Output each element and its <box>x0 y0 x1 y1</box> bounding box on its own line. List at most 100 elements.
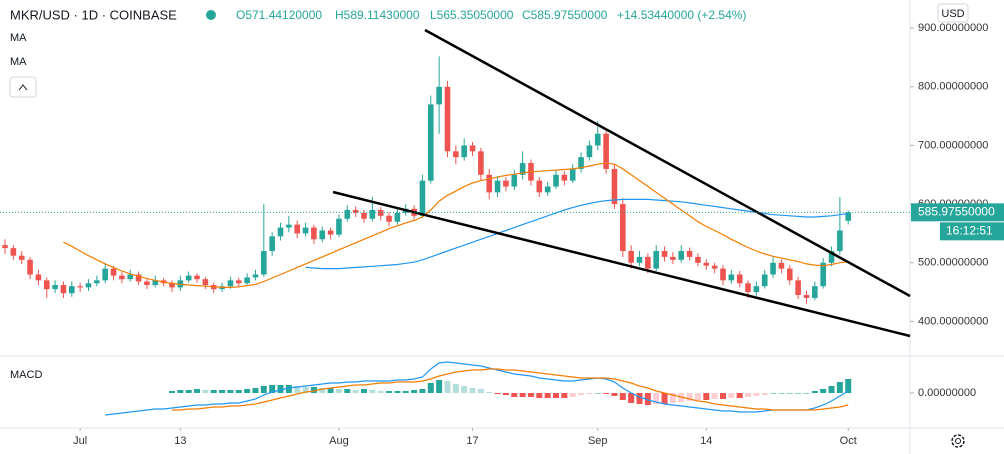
candle-body <box>519 163 526 175</box>
candle-body <box>444 86 451 152</box>
trendline-upper <box>424 28 911 298</box>
macd-histogram-bar <box>227 390 234 393</box>
macd-histogram-bar <box>269 385 276 393</box>
macd-histogram-bar <box>436 380 443 393</box>
candle-body <box>2 245 8 249</box>
candle-body <box>110 268 117 276</box>
candle-body <box>736 274 743 284</box>
x-tick-label: Sep <box>588 435 608 447</box>
candle-body <box>745 283 751 293</box>
indicator-label: MA <box>10 56 27 68</box>
y-tick-label: 400.00000000 <box>918 315 988 327</box>
macd-histogram-bar <box>836 382 843 393</box>
candle-body <box>227 280 234 287</box>
x-tick-label: 13 <box>174 435 186 447</box>
candle-body <box>494 180 501 193</box>
candle-body <box>628 251 634 263</box>
candle-body <box>661 251 668 257</box>
legend-high: H589.11430000 <box>335 8 420 22</box>
macd-histogram-bar <box>235 390 242 393</box>
candle-body <box>511 174 518 187</box>
macd-histogram-bar <box>494 393 501 394</box>
candle-body <box>94 280 100 284</box>
candle-body <box>837 230 843 252</box>
macd-histogram-bar <box>285 385 292 393</box>
macd-histogram-bar <box>210 390 217 393</box>
candle-body <box>152 280 159 286</box>
candle-body <box>795 280 801 296</box>
candle-body <box>553 174 559 187</box>
macd-histogram-bar <box>828 386 835 393</box>
candle-body <box>728 274 735 281</box>
candle-body <box>361 212 367 219</box>
currency-box[interactable] <box>937 3 969 23</box>
candle-body <box>820 262 826 287</box>
y-tick-label: 500.00000000 <box>918 257 988 269</box>
macd-histogram-bar <box>177 390 184 393</box>
candle-body <box>327 230 334 235</box>
legend-change: +14.53440000 (+2.54%) <box>617 8 746 22</box>
candle-body <box>594 133 601 146</box>
candle-body <box>653 251 660 269</box>
candle-body <box>302 227 309 234</box>
candle-body <box>503 180 509 187</box>
candle-body <box>286 224 292 228</box>
macd-histogram-bar <box>669 393 676 403</box>
macd-histogram-bar <box>786 393 793 394</box>
macd-histogram-bar <box>686 393 693 401</box>
trendline-lower <box>332 190 911 338</box>
candle-body <box>127 274 134 280</box>
macd-histogram-bar <box>644 393 651 405</box>
visibility-icon[interactable] <box>206 10 216 20</box>
candle-body <box>27 259 33 275</box>
macd-histogram-bar <box>202 390 209 393</box>
macd-histogram-bar <box>469 388 476 393</box>
macd-histogram-bar <box>578 393 585 395</box>
candle-body <box>60 285 67 294</box>
macd-histogram-bar <box>335 389 342 393</box>
candle-body <box>377 209 384 216</box>
candle-body <box>453 151 459 158</box>
y-tick-label: 700.00000000 <box>918 139 988 151</box>
macd-histogram-bar <box>778 393 785 394</box>
macd-histogram-bar <box>327 388 334 393</box>
macd-histogram-bar <box>194 389 201 393</box>
candle-body <box>277 227 284 237</box>
macd-histogram-bar <box>502 393 509 395</box>
macd-histogram-bar <box>344 389 351 393</box>
macd-histogram-bar <box>719 393 726 399</box>
macd-histogram-bar <box>260 386 267 393</box>
y-tick-label: 800.00000000 <box>918 81 988 93</box>
macd-histogram-bar <box>477 389 484 393</box>
candle-body <box>753 286 760 293</box>
candle-body <box>369 209 376 219</box>
candle-body <box>419 180 426 216</box>
candle-body <box>43 280 50 290</box>
collapse-button[interactable] <box>9 76 37 98</box>
x-tick-label: Oct <box>840 435 857 447</box>
candle-body <box>536 180 543 193</box>
macd-line <box>172 368 849 411</box>
candle-body <box>269 236 275 252</box>
macd-histogram-bar <box>795 393 802 394</box>
candle-body <box>386 215 392 222</box>
candle-body <box>202 279 209 286</box>
macd-histogram-bar <box>427 383 434 393</box>
settings-icon[interactable] <box>951 434 965 448</box>
x-tick-label: 17 <box>466 435 478 447</box>
candle-body <box>311 227 317 240</box>
macd-histogram-bar <box>586 393 593 394</box>
macd-histogram-bar <box>444 381 451 393</box>
macd-histogram-bar <box>310 387 317 393</box>
y-tick-label: 900.00000000 <box>918 22 988 34</box>
macd-histogram-bar <box>302 387 309 393</box>
macd-histogram-bar <box>745 393 752 397</box>
candle-body <box>544 186 551 193</box>
candle-body <box>185 275 192 281</box>
candle-body <box>620 204 626 252</box>
macd-histogram-bar <box>703 393 710 400</box>
macd-histogram-bar <box>386 391 393 393</box>
macd-histogram-bar <box>803 393 810 394</box>
macd-histogram-bar <box>361 389 367 393</box>
macd-histogram-bar <box>536 393 543 398</box>
